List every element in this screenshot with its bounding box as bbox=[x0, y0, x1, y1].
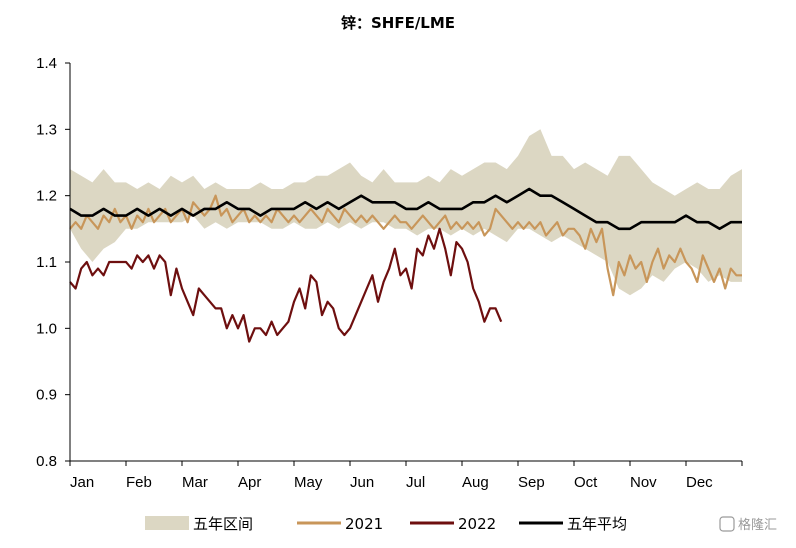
watermark: 格隆汇 bbox=[719, 516, 777, 533]
x-tick-label: Apr bbox=[238, 474, 261, 491]
y-tick-label: 1.4 bbox=[36, 55, 57, 72]
series-line-2 bbox=[69, 227, 503, 343]
chart-title: 锌：SHFE/LME bbox=[341, 14, 455, 32]
x-tick-label: Nov bbox=[630, 474, 657, 491]
y-tick-label: 1.2 bbox=[36, 188, 57, 205]
x-tick-label: Oct bbox=[574, 474, 598, 491]
series-line-3 bbox=[69, 187, 742, 231]
x-tick-label: Jan bbox=[70, 474, 94, 491]
x-tick-label: Aug bbox=[462, 474, 489, 491]
legend-swatch-band bbox=[145, 516, 189, 530]
watermark-logo-icon bbox=[719, 516, 735, 532]
y-tick-label: 1.1 bbox=[36, 254, 57, 271]
watermark-text: 格隆汇 bbox=[738, 517, 777, 533]
x-tick-label: Sep bbox=[518, 474, 545, 491]
x-tick-label: Jun bbox=[350, 474, 374, 491]
y-tick-label: 1.0 bbox=[36, 320, 57, 337]
x-tick-label: Feb bbox=[126, 474, 152, 491]
legend-label: 五年区间 bbox=[193, 515, 253, 533]
legend-label: 五年平均 bbox=[567, 515, 627, 533]
y-tick-label: 0.8 bbox=[36, 453, 57, 470]
legend-label: 2022 bbox=[458, 515, 496, 533]
legend: 五年区间 2021 2022 五年平均 bbox=[145, 515, 627, 533]
x-tick-label: Dec bbox=[686, 474, 713, 491]
plot-area bbox=[69, 129, 742, 343]
x-tick-label: Jul bbox=[406, 474, 425, 491]
y-tick-label: 1.3 bbox=[36, 121, 57, 138]
series-band-five-year-range bbox=[70, 129, 742, 296]
y-tick-label: 0.9 bbox=[36, 387, 57, 404]
axes: 0.8 0.9 1.0 1.1 1.2 1.3 1.4 Jan Feb Mar Apr May Jun J… bbox=[36, 55, 743, 491]
legend-label: 2021 bbox=[345, 515, 383, 533]
x-tick-label: May bbox=[294, 474, 323, 491]
x-tick-label: Mar bbox=[182, 474, 208, 491]
